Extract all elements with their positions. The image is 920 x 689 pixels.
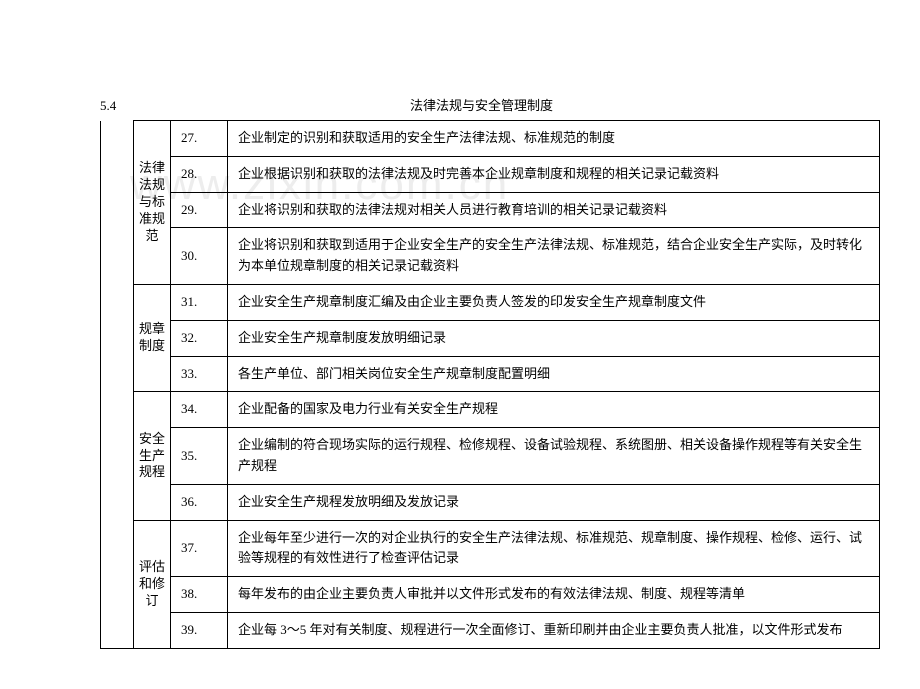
row-number: 31. — [171, 284, 228, 320]
row-text: 企业编制的符合现场实际的运行规程、检修规程、设备试验规程、系统图册、相关设备操作… — [228, 428, 880, 485]
row-text: 企业安全生产规章制度发放明细记录 — [228, 320, 880, 356]
row-text: 企业安全生产规章制度汇编及由企业主要负责人签发的印发安全生产规章制度文件 — [228, 284, 880, 320]
table-row: 评估和修订 37. 企业每年至少进行一次的对企业执行的安全生产法律法规、标准规范… — [101, 520, 880, 577]
table-row: 法律法规与标准规范 27. 企业制定的识别和获取适用的安全生产法律法规、标准规范… — [101, 121, 880, 157]
row-text: 每年发布的由企业主要负责人审批并以文件形式发布的有效法律法规、制度、规程等清单 — [228, 577, 880, 613]
table-row: 规章制度 31. 企业安全生产规章制度汇编及由企业主要负责人签发的印发安全生产规… — [101, 284, 880, 320]
group-label: 安全生产规程 — [134, 392, 171, 520]
group-label: 规章制度 — [134, 284, 171, 391]
row-number: 37. — [171, 520, 228, 577]
row-text: 企业根据识别和获取的法律法规及时完善本企业规章制度和规程的相关记录记载资料 — [228, 156, 880, 192]
row-number: 38. — [171, 577, 228, 613]
spanner-cell — [101, 121, 134, 649]
table-row: 28. 企业根据识别和获取的法律法规及时完善本企业规章制度和规程的相关记录记载资… — [101, 156, 880, 192]
row-number: 36. — [171, 484, 228, 520]
row-text: 企业配备的国家及电力行业有关安全生产规程 — [228, 392, 880, 428]
row-number: 27. — [171, 121, 228, 157]
row-number: 30. — [171, 228, 228, 285]
row-text: 企业每 3～5 年对有关制度、规程进行一次全面修订、重新印刷并由企业主要负责人批… — [228, 612, 880, 648]
row-text: 企业安全生产规程发放明细及发放记录 — [228, 484, 880, 520]
row-text: 企业将识别和获取到适用于企业安全生产的安全生产法律法规、标准规范，结合企业安全生… — [228, 228, 880, 285]
row-number: 32. — [171, 320, 228, 356]
page: www.zixin.com.cn 5.4 法律法规与安全管理制度 法律法规与标准… — [0, 0, 920, 689]
table-row: 38. 每年发布的由企业主要负责人审批并以文件形式发布的有效法律法规、制度、规程… — [101, 577, 880, 613]
table-row: 33. 各生产单位、部门相关岗位安全生产规章制度配置明细 — [101, 356, 880, 392]
row-number: 33. — [171, 356, 228, 392]
table-row: 30. 企业将识别和获取到适用于企业安全生产的安全生产法律法规、标准规范，结合企… — [101, 228, 880, 285]
table-row: 安全生产规程 34. 企业配备的国家及电力行业有关安全生产规程 — [101, 392, 880, 428]
row-text: 企业制定的识别和获取适用的安全生产法律法规、标准规范的制度 — [228, 121, 880, 157]
table-row: 32. 企业安全生产规章制度发放明细记录 — [101, 320, 880, 356]
section-header: 5.4 法律法规与安全管理制度 — [100, 95, 880, 114]
regulation-table: 法律法规与标准规范 27. 企业制定的识别和获取适用的安全生产法律法规、标准规范… — [100, 120, 880, 649]
section-title: 法律法规与安全管理制度 — [410, 95, 553, 114]
row-text: 企业每年至少进行一次的对企业执行的安全生产法律法规、标准规范、规章制度、操作规程… — [228, 520, 880, 577]
row-number: 29. — [171, 192, 228, 228]
table-row: 29. 企业将识别和获取的法律法规对相关人员进行教育培训的相关记录记载资料 — [101, 192, 880, 228]
group-label: 评估和修订 — [134, 520, 171, 648]
row-text: 企业将识别和获取的法律法规对相关人员进行教育培训的相关记录记载资料 — [228, 192, 880, 228]
table-row: 39. 企业每 3～5 年对有关制度、规程进行一次全面修订、重新印刷并由企业主要… — [101, 612, 880, 648]
row-number: 39. — [171, 612, 228, 648]
row-number: 35. — [171, 428, 228, 485]
table-row: 36. 企业安全生产规程发放明细及发放记录 — [101, 484, 880, 520]
row-text: 各生产单位、部门相关岗位安全生产规章制度配置明细 — [228, 356, 880, 392]
section-number: 5.4 — [100, 98, 410, 114]
group-label: 法律法规与标准规范 — [134, 121, 171, 285]
row-number: 28. — [171, 156, 228, 192]
table-row: 35. 企业编制的符合现场实际的运行规程、检修规程、设备试验规程、系统图册、相关… — [101, 428, 880, 485]
row-number: 34. — [171, 392, 228, 428]
